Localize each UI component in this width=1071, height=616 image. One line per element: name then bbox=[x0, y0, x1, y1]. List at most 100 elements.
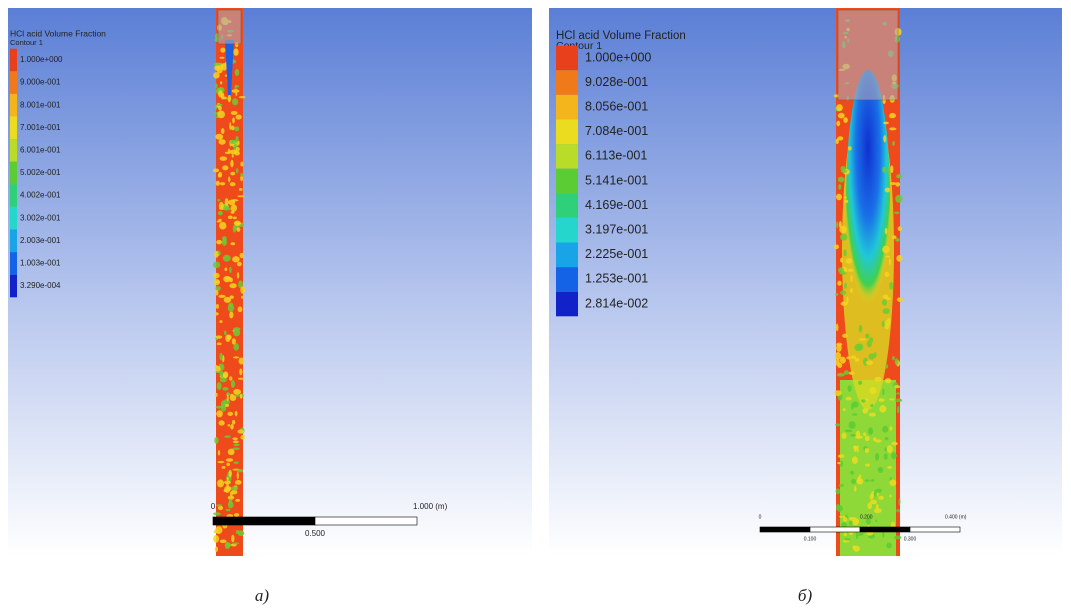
contour-patch bbox=[232, 89, 240, 93]
contour-patch bbox=[219, 353, 222, 360]
contour-patch bbox=[240, 394, 243, 399]
contour-patch bbox=[237, 272, 239, 279]
contour-patch bbox=[229, 267, 232, 273]
contour-patch bbox=[843, 196, 847, 198]
contour-patch bbox=[839, 484, 844, 487]
contour-patch bbox=[848, 385, 852, 392]
contour-patch bbox=[855, 358, 860, 362]
legend-swatch bbox=[556, 169, 578, 194]
contour-patch bbox=[884, 447, 887, 451]
contour-patch bbox=[231, 211, 235, 214]
contour-patch bbox=[863, 432, 866, 436]
contour-patch bbox=[224, 490, 227, 492]
contour-patch bbox=[236, 114, 242, 119]
contour-patch bbox=[214, 63, 222, 66]
contour-patch bbox=[898, 498, 900, 505]
contour-patch bbox=[236, 168, 238, 173]
contour-patch bbox=[230, 160, 233, 168]
page: HCl acid Volume FractionContour 11.000e+… bbox=[0, 0, 1071, 616]
contour-patch bbox=[233, 329, 240, 337]
scale-label: 0 bbox=[759, 514, 762, 520]
contour-patch bbox=[836, 139, 839, 144]
contour-patch bbox=[897, 297, 903, 302]
contour-patch bbox=[884, 320, 890, 325]
contour-patch bbox=[234, 513, 239, 517]
panel-background bbox=[8, 8, 532, 556]
contour-patch bbox=[218, 211, 223, 215]
contour-patch bbox=[231, 199, 238, 201]
contour-patch bbox=[217, 382, 222, 390]
contour-patch bbox=[862, 408, 868, 413]
scale-bar-segment bbox=[315, 517, 417, 525]
contour-patch bbox=[218, 139, 225, 145]
contour-patch bbox=[215, 290, 218, 296]
contour-patch bbox=[839, 221, 842, 228]
contour-patch bbox=[220, 48, 225, 53]
contour-patch bbox=[213, 535, 219, 543]
contour-patch bbox=[237, 262, 242, 267]
contour-patch bbox=[836, 505, 843, 511]
contour-patch bbox=[215, 371, 222, 373]
legend-label: 3.002e-001 bbox=[20, 213, 61, 222]
contour-patch bbox=[239, 188, 243, 191]
contour-patch bbox=[885, 437, 889, 440]
contour-patch bbox=[224, 331, 227, 336]
legend-label: 1.253e-001 bbox=[585, 272, 648, 286]
contour-patch bbox=[837, 462, 841, 464]
contour-patch bbox=[846, 297, 848, 303]
contour-patch bbox=[235, 411, 238, 416]
contour-patch bbox=[232, 437, 238, 440]
contour-patch bbox=[894, 385, 900, 388]
legend-swatch bbox=[556, 243, 578, 268]
contour-patch bbox=[875, 377, 882, 382]
contour-patch bbox=[237, 472, 239, 480]
legend-label: 8.001e-001 bbox=[20, 100, 61, 109]
contour-patch bbox=[850, 288, 853, 293]
contour-patch bbox=[238, 306, 243, 312]
contour-patch bbox=[896, 174, 902, 178]
legend-swatch bbox=[10, 252, 17, 275]
contour-patch bbox=[878, 496, 884, 500]
contour-patch bbox=[891, 454, 897, 457]
contour-patch bbox=[844, 200, 848, 203]
contour-patch bbox=[895, 358, 899, 365]
contour-patch bbox=[840, 233, 847, 240]
contour-patch bbox=[853, 546, 860, 552]
contour-patch bbox=[882, 388, 884, 395]
contour-patch bbox=[217, 111, 225, 119]
legend-label: 6.113e-001 bbox=[585, 149, 647, 163]
scale-label: 0 bbox=[211, 502, 216, 511]
scale-bar-segment bbox=[860, 527, 910, 532]
legend-subtitle: Contour 1 bbox=[10, 38, 43, 47]
contour-patch bbox=[851, 479, 856, 485]
contour-patch bbox=[898, 226, 902, 231]
legend-label: 3.197e-001 bbox=[585, 222, 648, 236]
legend-swatch bbox=[556, 120, 578, 145]
contour-patch bbox=[836, 344, 842, 352]
contour-patch bbox=[223, 255, 231, 262]
contour-patch bbox=[238, 358, 244, 365]
contour-patch bbox=[233, 542, 239, 544]
contour-patch bbox=[867, 340, 872, 347]
contour-patch bbox=[895, 182, 900, 187]
contour-patch bbox=[229, 499, 233, 505]
legend-label: 4.002e-001 bbox=[20, 191, 61, 200]
contour-patch bbox=[213, 273, 220, 279]
contour-patch bbox=[834, 390, 841, 396]
contour-patch bbox=[215, 547, 218, 552]
contour-patch bbox=[237, 195, 245, 197]
contour-patch bbox=[217, 479, 224, 487]
contour-patch bbox=[846, 258, 853, 264]
scale-label: 1.000 (m) bbox=[413, 502, 448, 511]
contour-patch bbox=[837, 373, 845, 377]
contour-patch bbox=[216, 181, 220, 186]
contour-patch bbox=[868, 353, 874, 359]
legend-label: 8.056e-001 bbox=[585, 99, 648, 113]
scale-label: 0.100 bbox=[804, 536, 817, 542]
contour-patch bbox=[233, 217, 237, 220]
contour-patch bbox=[235, 92, 237, 96]
contour-patch bbox=[240, 435, 245, 440]
contour-patch bbox=[887, 445, 893, 453]
contour-patch bbox=[219, 222, 227, 230]
contour-patch bbox=[889, 127, 896, 130]
